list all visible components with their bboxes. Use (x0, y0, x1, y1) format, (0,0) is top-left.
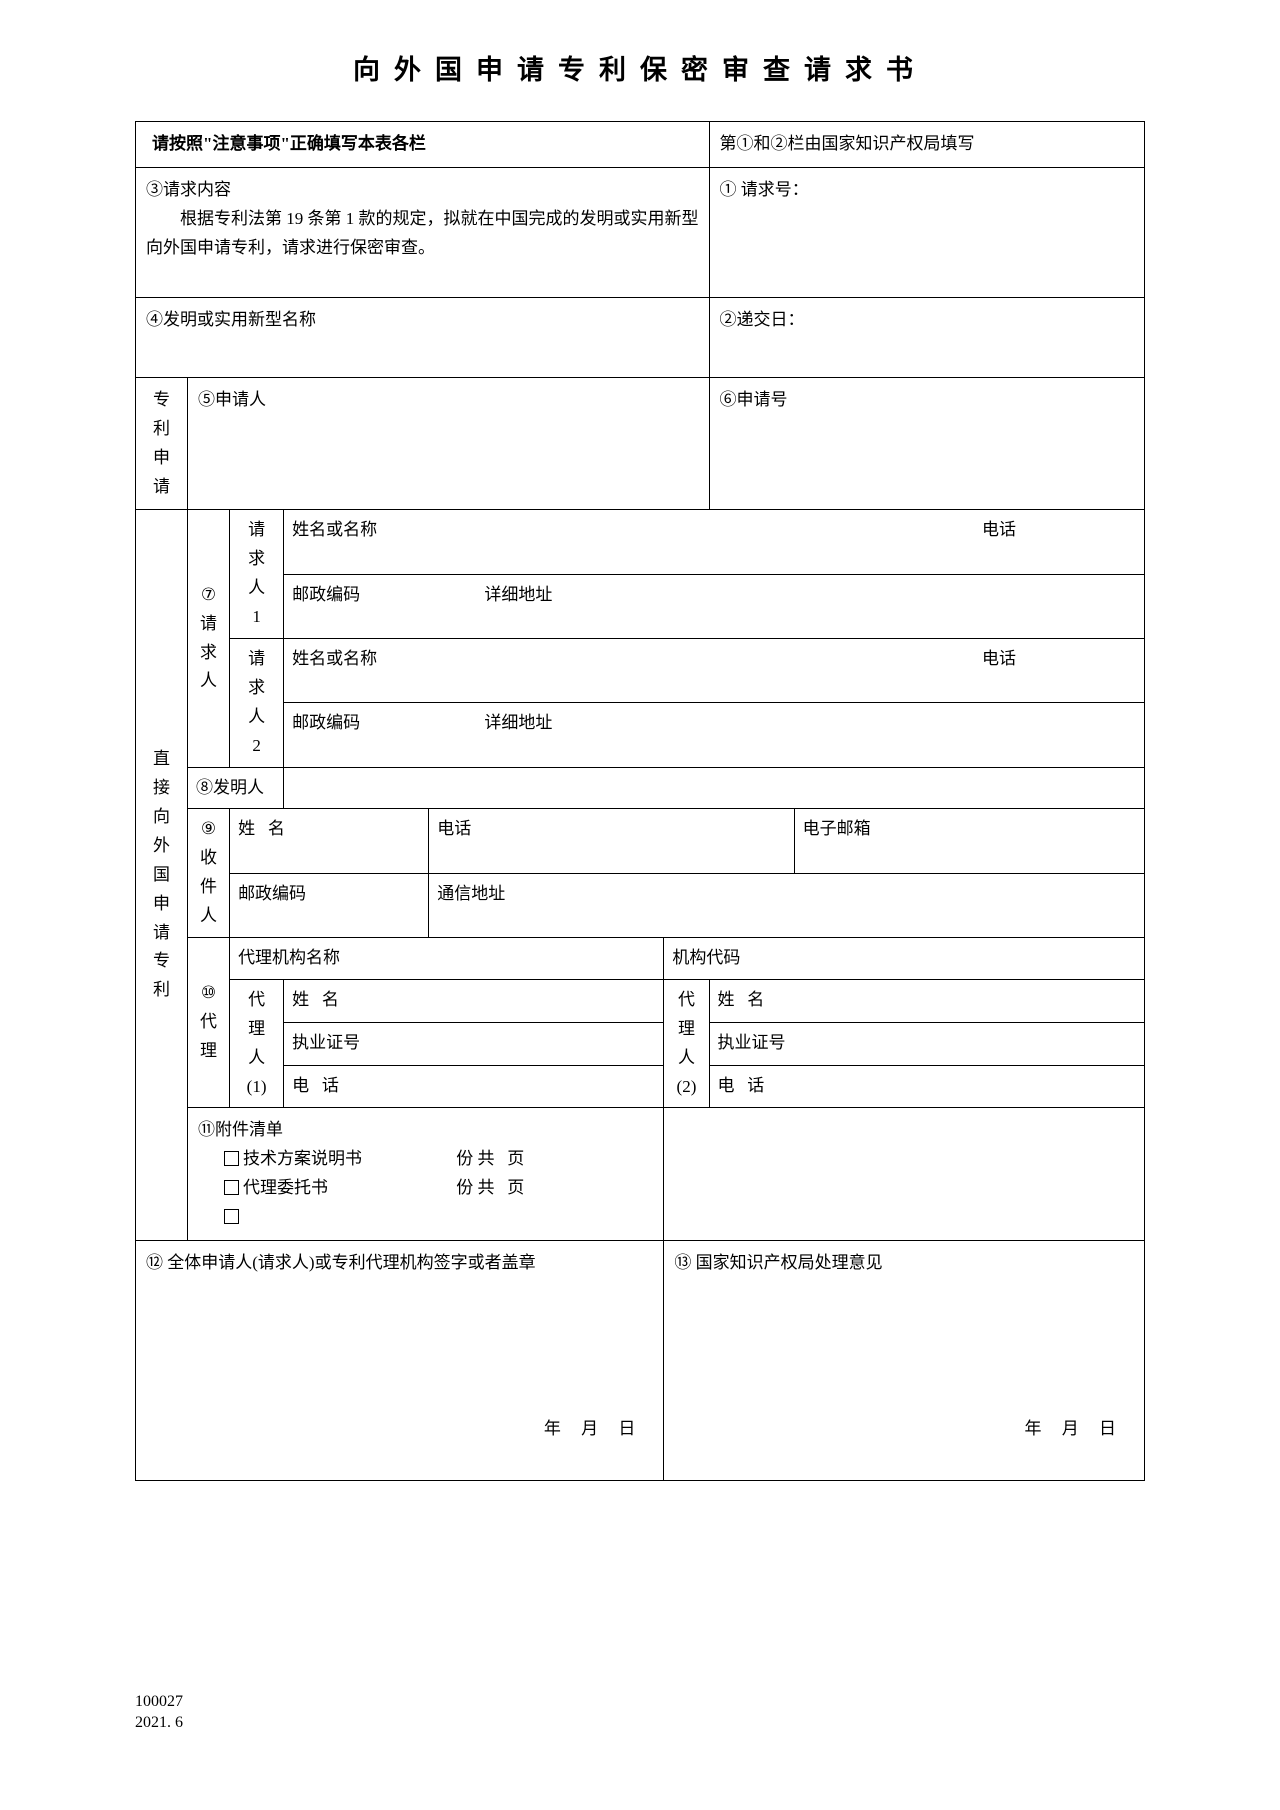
agency-code[interactable]: 机构代码 (664, 938, 1145, 980)
agent-1-license[interactable]: 执业证号 (284, 1022, 664, 1065)
checkbox-icon[interactable] (224, 1180, 239, 1195)
request-content: ③请求内容 根据专利法第 19 条第 1 款的规定，拟就在中国完成的发明或实用新… (136, 167, 710, 297)
agency-name[interactable]: 代理机构名称 (230, 938, 664, 980)
label-3: ③请求内容 (146, 180, 231, 199)
request-number[interactable]: ① 请求号： (709, 167, 1144, 297)
applicant-1-addr-row[interactable]: 邮政编码 详细地址 (284, 574, 1145, 638)
agent-1-label: 代理人(1) (230, 979, 284, 1108)
applicant-2-addr-row[interactable]: 邮政编码 详细地址 (284, 703, 1145, 767)
attachments-right (664, 1108, 1145, 1241)
date-13: 年 月 日 (1025, 1415, 1125, 1444)
office-note: 第①和②栏由国家知识产权局填写 (709, 122, 1144, 168)
date-12: 年 月 日 (544, 1415, 644, 1444)
agent-1-phone[interactable]: 电 话 (284, 1065, 664, 1108)
phone-label: 电话 (982, 516, 1016, 545)
footer-code: 100027 (135, 1693, 183, 1710)
applicant-2-name-row[interactable]: 姓名或名称 电话 (284, 639, 1145, 703)
label-13: ⑬ 国家知识产权局处理意见 (674, 1253, 882, 1272)
label-10: ⑩代理 (188, 938, 230, 1108)
applicant-2-label: 请求人2 (230, 639, 284, 768)
label-11: ⑪附件清单 (198, 1120, 283, 1139)
agent-2-name[interactable]: 姓 名 (709, 979, 1144, 1022)
instruction: 请按照"注意事项"正确填写本表各栏 (136, 122, 710, 168)
application-number[interactable]: ⑥申请号 (709, 377, 1144, 510)
label-9: ⑨收件人 (188, 809, 230, 938)
patent-form: 请按照"注意事项"正确填写本表各栏 第①和②栏由国家知识产权局填写 ③请求内容 … (135, 121, 1145, 1481)
office-opinion[interactable]: ⑬ 国家知识产权局处理意见 年 月 日 (664, 1241, 1145, 1481)
footer: 100027 2021. 6 (135, 1692, 183, 1734)
label-7: ⑦请求人 (188, 510, 230, 767)
attach-1: 技术方案说明书 (243, 1149, 362, 1168)
recipient-name[interactable]: 姓 名 (230, 809, 429, 873)
name-label: 姓名或名称 (292, 520, 377, 539)
agent-2-label: 代理人(2) (664, 979, 709, 1108)
zip-label-2: 邮政编码 (292, 713, 360, 732)
form-title: 向外国申请专利保密审查请求书 (135, 48, 1145, 87)
checkbox-icon[interactable] (224, 1209, 239, 1224)
agent-1-name[interactable]: 姓 名 (284, 979, 664, 1022)
invention-name[interactable]: ④发明或实用新型名称 (136, 297, 710, 377)
footer-rev: 2021. 6 (135, 1714, 183, 1731)
applicant-1-label: 请求人1 (230, 510, 284, 639)
applicant[interactable]: ⑤申请人 (188, 377, 710, 510)
attachments[interactable]: ⑪附件清单 技术方案说明书 份 共 页 代理委托书 份 共 页 (188, 1108, 664, 1241)
recipient-addr[interactable]: 通信地址 (429, 873, 1145, 937)
agent-2-phone[interactable]: 电 话 (709, 1065, 1144, 1108)
applicant-1-name-row[interactable]: 姓名或名称 电话 (284, 510, 1145, 574)
zip-label: 邮政编码 (292, 585, 360, 604)
recipient-email[interactable]: 电子邮箱 (794, 809, 1144, 873)
submit-date[interactable]: ②递交日： (709, 297, 1144, 377)
addr-label-2: 详细地址 (484, 713, 552, 732)
checkbox-icon[interactable] (224, 1151, 239, 1166)
label-12: ⑫ 全体申请人(请求人)或专利代理机构签字或者盖章 (146, 1253, 536, 1272)
signatures[interactable]: ⑫ 全体申请人(请求人)或专利代理机构签字或者盖章 年 月 日 (136, 1241, 664, 1481)
recipient-phone[interactable]: 电话 (429, 809, 794, 873)
text-3: 根据专利法第 19 条第 1 款的规定，拟就在中国完成的发明或实用新型向外国申请… (146, 205, 699, 263)
agent-2-license[interactable]: 执业证号 (709, 1022, 1144, 1065)
inventor-field[interactable] (284, 767, 1145, 809)
phone-label-2: 电话 (982, 645, 1016, 674)
side-direct-foreign: 直接向外国申请专利 (136, 510, 188, 1241)
side-patent-app: 专利申请 (136, 377, 188, 510)
name-label-2: 姓名或名称 (292, 649, 377, 668)
recipient-zip[interactable]: 邮政编码 (230, 873, 429, 937)
addr-label: 详细地址 (484, 585, 552, 604)
attach-2: 代理委托书 (243, 1178, 328, 1197)
inventor-label: ⑧发明人 (188, 767, 284, 809)
